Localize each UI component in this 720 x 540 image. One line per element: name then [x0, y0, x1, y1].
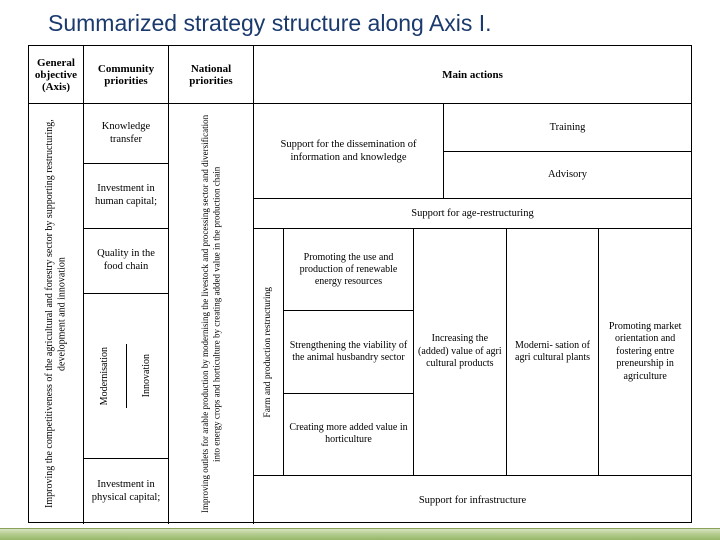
national-column: Improving outlets for arable production … [169, 104, 254, 524]
main-actions-column: Support for the dissemination of informa… [254, 104, 691, 524]
main-row3-mid: Promoting the use and production of rene… [284, 229, 414, 475]
header-national: National priorities [169, 46, 254, 103]
main-row-1: Support for the dissemination of informa… [254, 104, 691, 199]
community-food-chain: Quality in the food chain [84, 229, 168, 294]
body-row: Improving the competitiveness of the agr… [29, 104, 691, 524]
main-infrastructure: Support for infrastructure [254, 476, 691, 524]
strategy-table: General objective (Axis) Community prior… [28, 45, 692, 523]
community-human-capital: Investment in human capital; [84, 164, 168, 229]
community-physical-capital: Investment in physical capital; [84, 459, 168, 524]
community-column: Knowledge transfer Investment in human c… [84, 104, 169, 524]
header-community: Community priorities [84, 46, 169, 103]
main-row3-right: Increasing the (added) value of agri cul… [414, 229, 691, 475]
community-modernisation: Modernisation [99, 347, 112, 405]
community-innovation: Innovation [141, 354, 154, 397]
national-bottom: Improving outlets for arable production … [200, 108, 223, 520]
community-knowledge-transfer: Knowledge transfer [84, 104, 168, 164]
footer-decoration [0, 528, 720, 540]
header-axis: General objective (Axis) [29, 46, 84, 103]
main-dissemination: Support for the dissemination of informa… [254, 104, 444, 198]
main-row3-vlabel-cell: Farm and production restructuring [254, 229, 284, 475]
main-modernisation: Moderni- sation of agri cultural plants [507, 229, 600, 475]
main-added-value: Increasing the (added) value of agri cul… [414, 229, 507, 475]
main-renewable-energy: Promoting the use and production of rene… [284, 229, 413, 311]
main-age-restructuring: Support for age-restructuring [254, 199, 691, 229]
page-title: Summarized strategy structure along Axis… [0, 0, 720, 45]
axis-text: Improving the competitiveness of the agr… [44, 108, 69, 520]
main-row3-vlabel: Farm and production restructuring [263, 287, 275, 418]
header-row: General objective (Axis) Community prior… [29, 46, 691, 104]
header-main: Main actions [254, 46, 691, 103]
community-modern-innov: Modernisation Innovation [84, 294, 168, 459]
main-row-3: Farm and production restructuring Promot… [254, 229, 691, 476]
axis-cell: Improving the competitiveness of the agr… [29, 104, 84, 524]
main-training: Training [444, 104, 691, 152]
main-horticulture: Creating more added value in horticultur… [284, 394, 413, 475]
main-advisory: Advisory [444, 152, 691, 199]
main-animal-husbandry: Strengthening the viability of the anima… [284, 311, 413, 393]
main-market-orient: Promoting market orientation and fosteri… [599, 229, 691, 475]
